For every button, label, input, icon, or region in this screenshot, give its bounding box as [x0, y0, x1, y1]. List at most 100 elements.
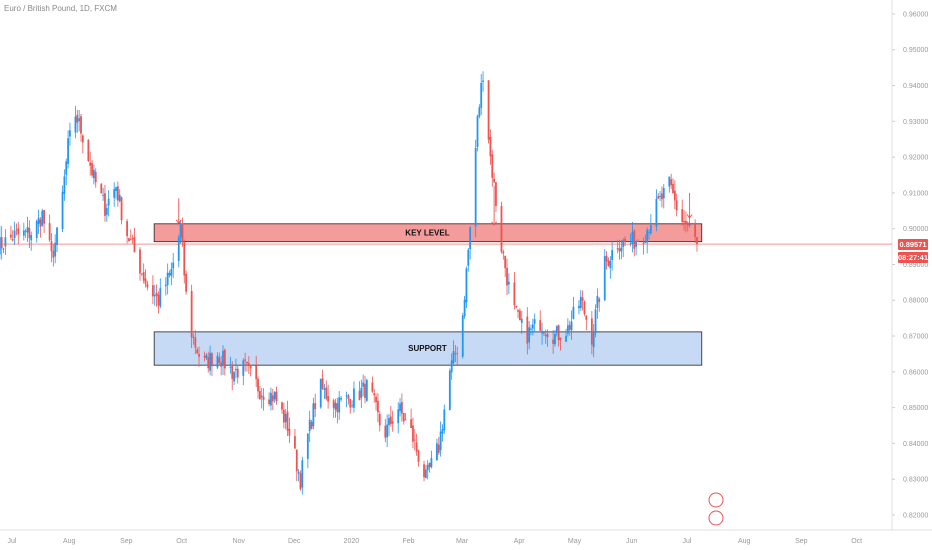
bullish-candle: [353, 381, 355, 413]
bullish-candle: [360, 379, 363, 408]
bearish-candle: [506, 258, 508, 296]
bearish-candle: [519, 308, 521, 321]
bullish-candle: [649, 214, 652, 236]
bearish-candle: [104, 184, 106, 222]
bearish-candle: [493, 172, 496, 183]
bearish-candle: [568, 320, 571, 336]
bearish-candle: [384, 419, 387, 443]
bullish-candle: [209, 345, 211, 376]
bearish-candle: [413, 429, 416, 451]
bearish-candle: [358, 381, 361, 401]
bullish-candle: [465, 266, 468, 309]
bearish-candle: [190, 284, 193, 349]
bearish-candle: [681, 199, 684, 226]
bullish-candle: [644, 234, 647, 244]
bearish-candle: [218, 352, 221, 366]
bearish-candle: [377, 393, 379, 423]
bearish-candle: [271, 388, 274, 411]
bearish-candle: [281, 401, 283, 414]
bearish-candle: [364, 375, 366, 404]
bearish-candle: [672, 178, 674, 194]
bearish-candle: [624, 236, 626, 247]
bearish-candle: [144, 269, 147, 288]
bearish-candle: [43, 209, 46, 233]
bearish-candle: [236, 365, 239, 384]
event-markers[interactable]: [708, 492, 724, 526]
bullish-candle: [323, 383, 326, 399]
bearish-candle: [415, 433, 418, 456]
annotation-arrow[interactable]: [491, 185, 497, 226]
bearish-candle: [375, 393, 377, 411]
y-tick-label: 0.88000: [903, 298, 928, 305]
bearish-candle: [694, 219, 697, 244]
bullish-candle: [622, 238, 625, 258]
bearish-candle: [286, 400, 289, 437]
bullish-candle: [541, 323, 543, 345]
bearish-candle: [616, 239, 619, 254]
bullish-candle: [345, 391, 348, 408]
bearish-candle: [116, 181, 119, 207]
bearish-candle: [371, 376, 374, 393]
bearish-candle: [487, 80, 490, 144]
x-tick-label: Oct: [176, 538, 187, 545]
bearish-candle: [220, 355, 223, 376]
key-level-zone[interactable]: [153, 223, 703, 243]
bullish-candle: [365, 378, 368, 402]
bullish-candle: [78, 109, 81, 132]
bullish-candle: [452, 340, 455, 365]
bearish-candle: [456, 346, 459, 365]
bullish-candle: [439, 421, 442, 457]
bullish-candle: [555, 325, 558, 337]
bearish-candle: [196, 347, 199, 355]
y-tick-label: 0.90000: [903, 226, 928, 233]
bearish-candle: [583, 300, 586, 317]
annotation-arrow[interactable]: [686, 192, 693, 219]
bullish-candle: [54, 234, 57, 264]
bullish-candle: [4, 229, 7, 255]
bearish-candle: [495, 182, 497, 212]
x-tick-label: Dec: [288, 538, 301, 545]
bearish-candle: [146, 280, 149, 291]
bullish-candle: [520, 310, 523, 334]
bullish-candle: [655, 189, 658, 232]
annotation-arrow[interactable]: [175, 198, 182, 225]
bullish-candle: [69, 122, 71, 146]
bullish-candle: [603, 248, 606, 302]
bearish-candle: [262, 388, 265, 411]
bearish-candle: [11, 229, 14, 242]
bearish-candle: [91, 159, 93, 178]
bullish-candle: [107, 190, 110, 217]
bearish-candle: [155, 284, 158, 307]
bullish-candle: [404, 413, 407, 421]
bearish-candle: [183, 239, 186, 284]
key-level-label: KEY LEVEL: [405, 228, 449, 237]
bearish-candle: [223, 348, 226, 376]
bearish-candle: [131, 234, 134, 245]
x-tick-label: Jul: [683, 538, 692, 545]
bearish-candle: [28, 220, 31, 249]
bearish-candle: [428, 462, 431, 473]
bullish-candle: [474, 139, 477, 238]
x-tick-label: May: [568, 538, 582, 545]
bearish-candle: [157, 291, 160, 314]
bullish-candle: [592, 324, 595, 358]
bearish-candle: [378, 410, 381, 432]
bearish-candle: [598, 297, 601, 312]
bullish-candle: [140, 273, 143, 276]
x-tick-label: Aug: [738, 538, 751, 545]
bearish-candle: [295, 449, 298, 481]
bullish-candle: [115, 186, 117, 200]
bearish-candle: [194, 330, 197, 355]
bullish-candle: [102, 187, 105, 201]
bullish-candle: [476, 114, 479, 152]
bullish-candle: [229, 356, 232, 374]
bearish-candle: [192, 333, 195, 345]
last-price-label: 0.89571: [898, 238, 928, 250]
bullish-candle: [319, 378, 322, 409]
bearish-candle: [389, 405, 392, 427]
bearish-candle: [552, 330, 555, 354]
bullish-candle: [153, 284, 156, 306]
bearish-candle: [142, 263, 145, 284]
